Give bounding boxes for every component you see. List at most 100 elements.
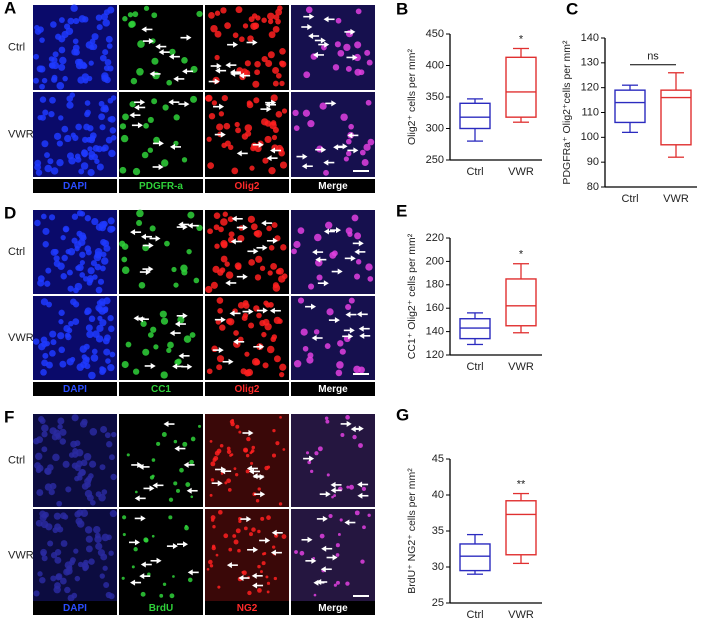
y-tick-label: 140 (581, 32, 599, 44)
cell (257, 487, 261, 491)
cell (84, 307, 92, 315)
cell (248, 259, 255, 266)
cell (161, 432, 167, 437)
y-tick-label: 400 (426, 59, 444, 71)
arrow-head (323, 16, 329, 23)
cell (252, 22, 260, 30)
cell (206, 136, 212, 142)
cell (50, 575, 57, 582)
cell (103, 297, 111, 305)
arrow-head (242, 224, 248, 231)
cell (67, 17, 75, 25)
cell (57, 332, 65, 340)
cell (280, 244, 287, 251)
cell (225, 271, 234, 279)
cell (106, 441, 113, 448)
cell (48, 110, 55, 118)
arrow-head (239, 72, 245, 79)
arrow-head (140, 561, 146, 568)
cell (95, 223, 104, 231)
arrow-head (169, 330, 175, 337)
cell (108, 115, 116, 123)
cell (98, 113, 106, 121)
cell (237, 548, 241, 553)
cell (53, 512, 61, 520)
cell (220, 472, 224, 475)
cell (303, 71, 311, 79)
arrow-head (356, 311, 362, 318)
cell (105, 35, 113, 43)
cell (219, 267, 226, 273)
cell (87, 168, 95, 177)
cell (358, 69, 365, 76)
arrow-head (186, 487, 192, 494)
cell (122, 113, 129, 121)
cell (62, 225, 70, 233)
cell (206, 567, 210, 571)
panel-letter: B (396, 0, 408, 18)
channel-label: NG2 (237, 603, 258, 614)
cell (70, 298, 77, 306)
cell (89, 460, 97, 468)
cell (210, 461, 216, 467)
cell (175, 358, 182, 365)
cell (120, 134, 129, 143)
arrow-head (330, 481, 336, 488)
arrow-head (315, 256, 321, 263)
cell (36, 464, 44, 472)
cell (335, 543, 340, 548)
cell (84, 363, 91, 370)
y-tick-label: 350 (426, 91, 444, 103)
arrow-head (345, 311, 351, 318)
cell (171, 266, 177, 273)
cell (253, 97, 260, 104)
cell (313, 593, 317, 597)
cell (99, 54, 107, 62)
cell (187, 211, 195, 219)
cell (94, 158, 100, 165)
cell (79, 345, 88, 353)
cell (254, 274, 262, 281)
cell (210, 281, 218, 289)
arrow-head (357, 492, 363, 499)
cell (38, 65, 46, 73)
cell (337, 49, 345, 57)
cell (261, 55, 268, 63)
cell (106, 43, 113, 49)
cell (140, 320, 147, 327)
cell (37, 571, 43, 577)
cell (218, 226, 224, 233)
cell (282, 448, 286, 451)
cell (57, 424, 63, 430)
micrograph (119, 509, 203, 602)
cell (58, 35, 66, 43)
arrow-head (158, 163, 164, 170)
cell (261, 118, 269, 126)
cell (121, 266, 130, 275)
cell (243, 526, 248, 531)
cell (73, 287, 79, 294)
cell (63, 23, 71, 30)
cell (271, 134, 278, 141)
cell (190, 436, 196, 442)
cell (331, 250, 338, 257)
cell (249, 451, 253, 455)
arrow-head (148, 242, 154, 249)
cell (314, 233, 322, 242)
cell (332, 64, 340, 71)
arrow-head (266, 155, 272, 162)
cell (144, 538, 149, 543)
cell (61, 254, 68, 262)
arrow-head (220, 316, 226, 323)
cell (224, 261, 230, 267)
cell (266, 581, 271, 585)
cell (265, 575, 269, 579)
cell (93, 253, 102, 262)
cell (234, 121, 240, 128)
cell (220, 255, 228, 263)
cell (251, 445, 256, 450)
cell (53, 255, 60, 262)
cell (88, 150, 96, 158)
arrow-head (322, 515, 328, 522)
cell (47, 464, 54, 471)
